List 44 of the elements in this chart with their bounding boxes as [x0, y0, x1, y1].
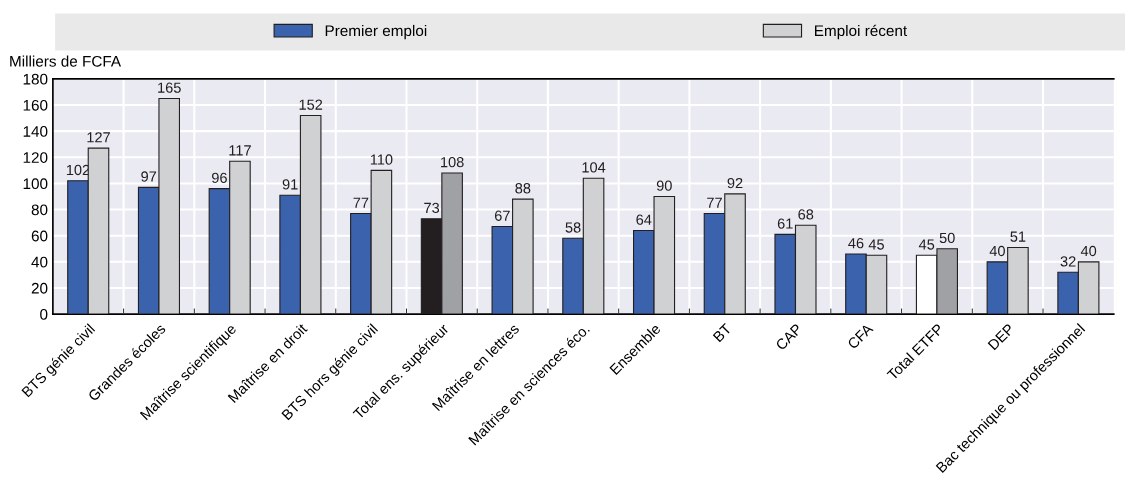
data-label: 45	[868, 239, 884, 250]
legend-label: Premier emploi	[325, 24, 427, 40]
data-label: 108	[441, 156, 464, 168]
data-label: 68	[798, 209, 814, 220]
data-label: 88	[515, 183, 531, 194]
data-label: 46	[848, 238, 864, 249]
data-label: 40	[1080, 245, 1097, 257]
y-tick-label: 140	[23, 126, 48, 137]
y-tick-label: 40	[31, 256, 48, 268]
data-label: 61	[777, 218, 793, 229]
data-label: 73	[424, 202, 440, 214]
x-tick-label: BT	[712, 323, 732, 343]
y-tick-label: 20	[31, 282, 48, 294]
data-label: 40	[989, 245, 1005, 257]
y-tick-label: 60	[31, 230, 48, 242]
data-label: 117	[229, 145, 251, 156]
data-label: 90	[656, 180, 672, 191]
y-tick-label: 80	[31, 204, 48, 216]
data-label: 127	[87, 132, 110, 143]
data-label: 165	[158, 82, 181, 93]
data-label: 51	[1010, 231, 1026, 242]
data-label: 45	[918, 239, 935, 250]
data-label: 152	[299, 99, 323, 110]
y-tick-label: 160	[23, 99, 48, 111]
y-tick-label: 0	[40, 308, 48, 320]
data-label: 77	[353, 197, 369, 208]
data-label: 67	[494, 210, 510, 221]
data-label: 91	[282, 179, 298, 190]
data-label: 58	[565, 222, 581, 233]
data-label: 77	[707, 197, 722, 208]
x-tick-label: CFA	[846, 322, 874, 350]
legend-label: Emploi récent	[815, 24, 908, 40]
y-axis-title: Milliers de FCFA	[10, 55, 122, 67]
data-label: 64	[636, 214, 652, 225]
data-label: 50	[939, 232, 955, 244]
y-tick-label: 100	[23, 178, 48, 190]
data-label: 32	[1060, 256, 1076, 267]
data-label: 96	[212, 172, 227, 183]
y-tick-label: 180	[23, 73, 48, 85]
data-label: 92	[727, 177, 743, 189]
data-label: 104	[582, 162, 606, 173]
data-label: 110	[370, 154, 393, 165]
y-tick-label: 120	[23, 152, 48, 163]
data-label: 97	[141, 171, 157, 182]
